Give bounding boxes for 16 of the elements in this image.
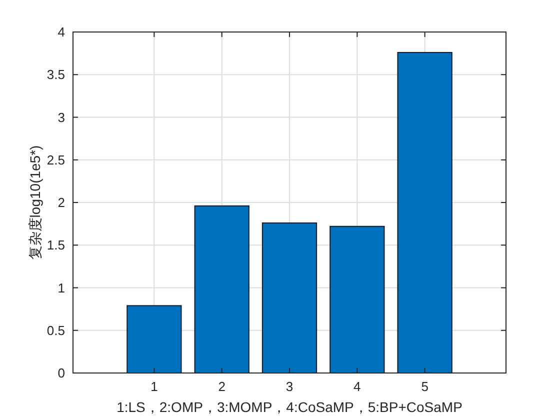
- x-tick-label: 2: [218, 379, 226, 394]
- x-tick-label: 5: [421, 379, 428, 394]
- y-tick-label: 3: [58, 110, 65, 125]
- x-tick-label: 3: [286, 379, 294, 394]
- y-tick-label: 0.5: [46, 322, 65, 338]
- y-tick-label: 0: [58, 366, 65, 380]
- y-tick-label: 1.5: [46, 238, 65, 253]
- y-tick-label: 3.5: [46, 67, 65, 82]
- x-tick-label: 1: [150, 379, 158, 394]
- x-tick-label: 4: [354, 379, 361, 394]
- y-axis-title: 复杂度log10(1e5*): [27, 145, 43, 260]
- y-tick-label: 2: [58, 195, 65, 210]
- x-axis-title: 1:LS，2:OMP，3:MOMP，4:CoSaMP，5:BP+CoSaMP: [116, 399, 462, 415]
- y-tick-label: 2.5: [46, 152, 65, 168]
- y-tick-label: 1: [58, 280, 65, 296]
- y-tick-label: 4: [58, 24, 65, 40]
